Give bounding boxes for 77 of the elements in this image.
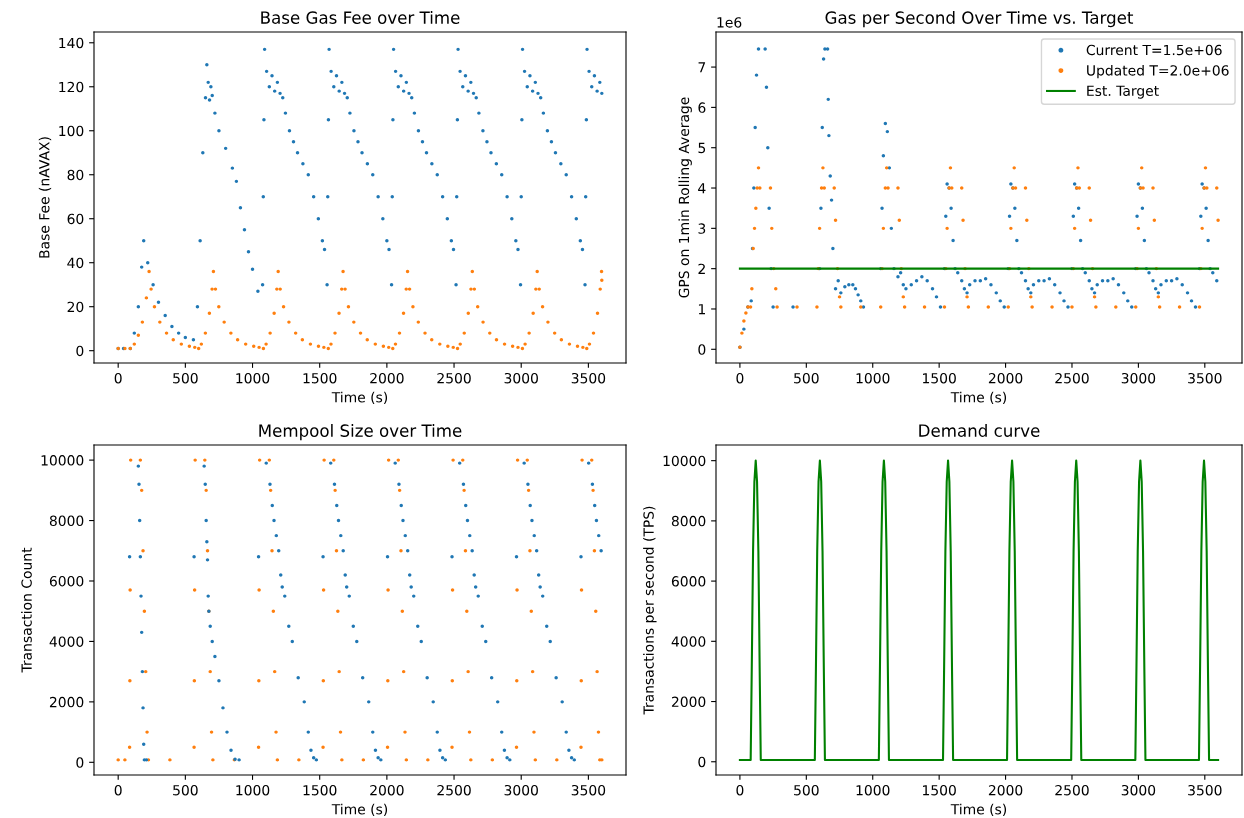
y-axis-title: Transactions per second (TPS) — [643, 506, 657, 715]
y-tick-label: 60 — [67, 213, 84, 225]
y-tick-label: 8000 — [49, 515, 84, 527]
y-tick-label: 140 — [59, 37, 84, 49]
x-tick-label: 2500 — [437, 784, 471, 796]
x-tick-label: 1500 — [303, 784, 337, 796]
y-tick-label: 0 — [698, 756, 706, 768]
text: 1e6 — [717, 17, 742, 28]
y-tick-label: 4 — [698, 183, 706, 194]
x-tick-label: 2500 — [1055, 372, 1089, 384]
x-tick-label: 0 — [736, 784, 744, 796]
y-tick-label: 0 — [698, 344, 706, 355]
x-tick-label: 3000 — [1121, 372, 1156, 384]
x-tick-label: 1500 — [923, 372, 956, 384]
x-tick-label: 3500 — [1188, 372, 1222, 384]
chart-title: Gas per Second Over Time vs. Target — [825, 11, 1134, 28]
y-tick-label: 1 — [698, 304, 705, 315]
x-tick-label: 3000 — [504, 372, 538, 384]
y-tick-label: 3 — [698, 223, 706, 234]
x-tick-label: 2500 — [1055, 784, 1089, 796]
y-tick-label: 10000 — [41, 455, 84, 466]
x-tick-label: 0 — [114, 372, 122, 384]
y-tick-label: 10000 — [663, 455, 706, 467]
y-tick-label: 0 — [76, 345, 84, 357]
y-tick-label: 6 — [698, 102, 706, 113]
y-tick-label: 4000 — [49, 636, 84, 647]
y-tick-label: 4000 — [671, 636, 706, 647]
x-axis-title: Time (s) — [950, 803, 1007, 817]
y-tick-label: 6000 — [671, 576, 706, 587]
y-axis-title: Base Fee (nAVAX) — [38, 137, 52, 258]
x-tick-label: 500 — [173, 372, 198, 384]
x-tick-label: 3500 — [571, 372, 606, 384]
y-axis-title: GPS on 1min Rolling Average — [678, 97, 692, 298]
x-tick-label: 2000 — [988, 784, 1023, 796]
x-tick-label: 1000 — [856, 372, 890, 384]
chart-title: Mempool Size over Time — [259, 424, 462, 441]
x-tick-label: 3500 — [571, 784, 606, 796]
x-tick-label: 500 — [173, 784, 198, 796]
x-tick-label: 500 — [794, 784, 819, 796]
x-axis-title: Time (s) — [331, 803, 388, 817]
x-tick-label: 0 — [114, 784, 122, 796]
y-tick-label: 7 — [698, 62, 706, 73]
x-axis-title: Time (s) — [331, 391, 388, 405]
legend-label: Est. Target — [1087, 85, 1159, 99]
x-tick-label: 1500 — [923, 784, 956, 796]
y-tick-label: 0 — [76, 757, 84, 768]
y-tick-label: 2000 — [671, 696, 706, 708]
y-tick-label: 120 — [59, 81, 84, 93]
x-tick-label: 2500 — [437, 372, 471, 384]
x-tick-label: 1000 — [856, 784, 890, 796]
y-tick-label: 20 — [67, 301, 84, 313]
x-axis-title: Time (s) — [950, 391, 1007, 405]
x-tick-label: 3000 — [504, 784, 538, 796]
y-tick-label: 8000 — [671, 515, 706, 527]
legend-label: Updated T=2.0e+06 — [1087, 64, 1229, 79]
x-tick-label: 1500 — [303, 372, 337, 384]
y-tick-label: 40 — [67, 257, 84, 269]
x-tick-label: 0 — [736, 372, 744, 384]
chart-title: Demand curve — [919, 424, 1040, 437]
x-tick-label: 3000 — [1121, 784, 1156, 796]
x-tick-label: 3500 — [1188, 784, 1222, 796]
x-tick-label: 500 — [794, 372, 819, 384]
y-tick-label: 100 — [59, 125, 84, 137]
y-tick-label: 5 — [698, 142, 706, 154]
y-tick-label: 80 — [67, 169, 84, 181]
y-tick-label: 2 — [698, 263, 705, 274]
y-axis-title: Transaction Count — [21, 547, 32, 673]
legend-label: Current T=1.5e+06 — [1086, 44, 1222, 56]
line-series — [738, 459, 1220, 761]
x-tick-label: 2000 — [370, 784, 404, 796]
chart-title: Base Gas Fee over Time — [261, 11, 460, 24]
x-tick-label: 2000 — [988, 372, 1023, 384]
x-tick-label: 1000 — [236, 372, 270, 384]
y-tick-label: 2000 — [49, 696, 84, 708]
y-tick-label: 6000 — [49, 575, 84, 587]
x-tick-label: 2000 — [370, 372, 404, 384]
x-tick-label: 1000 — [236, 784, 270, 796]
